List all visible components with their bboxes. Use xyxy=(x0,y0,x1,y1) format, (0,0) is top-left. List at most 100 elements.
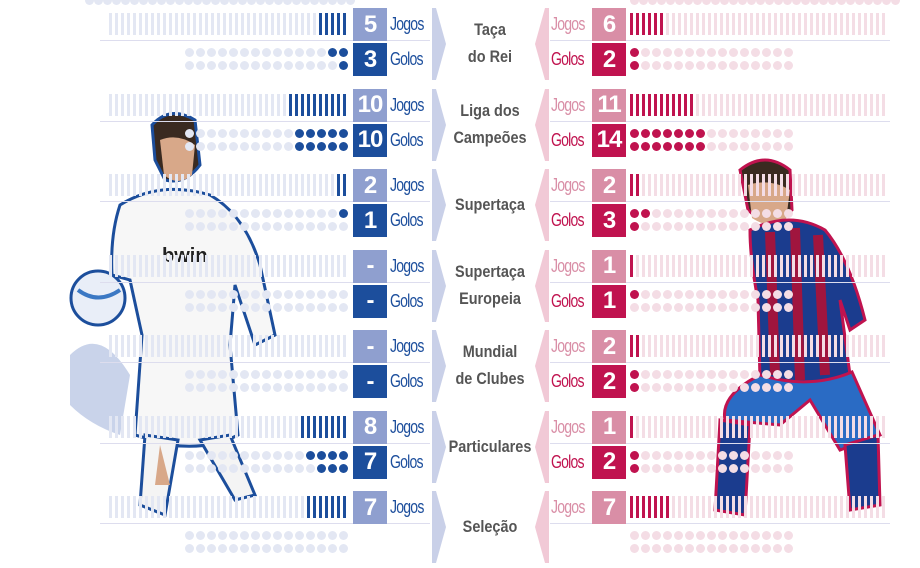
golos-dot xyxy=(251,141,260,151)
golos-dot xyxy=(641,370,650,379)
golos-dot xyxy=(762,302,771,312)
jogos-label: Jogos xyxy=(551,336,585,356)
jogos-tick xyxy=(702,254,705,277)
left-arrow-icon xyxy=(535,330,549,402)
jogos-tick xyxy=(205,93,208,116)
golos-dot xyxy=(251,209,260,218)
golos-dot xyxy=(685,48,694,57)
jogos-tick xyxy=(858,335,861,357)
jogos-tick xyxy=(738,415,741,438)
jogos-tick xyxy=(331,415,334,438)
jogos-tick xyxy=(289,13,292,35)
jogos-tick xyxy=(205,13,208,35)
jogos-tick xyxy=(277,335,280,357)
jogos-tick xyxy=(762,174,765,196)
golos-dot xyxy=(784,370,793,379)
golos-dot xyxy=(240,370,249,379)
golos-dot xyxy=(729,544,738,553)
golos-dot xyxy=(284,544,293,553)
competition-label-line: Europeia xyxy=(459,288,521,308)
dot xyxy=(747,0,756,5)
golos-dot xyxy=(773,128,782,138)
left-arrow-icon xyxy=(535,491,549,563)
jogos-tick xyxy=(738,13,741,35)
left-golos-value: 1 xyxy=(353,204,387,237)
golos-dot xyxy=(740,544,749,553)
jogos-tick xyxy=(720,415,723,438)
golos-dot xyxy=(663,463,672,473)
jogos-tick xyxy=(151,174,154,196)
golos-dot xyxy=(641,141,650,151)
jogos-tick xyxy=(295,174,298,196)
golos-dot xyxy=(652,544,661,553)
jogos-tick xyxy=(648,254,651,277)
jogos-tick xyxy=(229,13,232,35)
right-golos-value: 3 xyxy=(592,204,626,237)
golos-dot xyxy=(262,128,271,138)
golos-dot xyxy=(718,289,727,299)
golos-dot xyxy=(328,209,337,218)
golos-dot xyxy=(685,531,694,540)
jogos-tick xyxy=(193,13,196,35)
golos-dot xyxy=(240,302,249,312)
jogos-tick xyxy=(151,93,154,116)
jogos-tick xyxy=(834,93,837,116)
dot xyxy=(855,0,864,5)
dot xyxy=(256,0,265,5)
jogos-tick xyxy=(696,335,699,357)
golos-dot xyxy=(185,289,194,299)
golos-dot xyxy=(707,61,716,70)
jogos-tick xyxy=(732,335,735,357)
jogos-tick xyxy=(193,254,196,277)
competition-label-line: Liga dos xyxy=(460,100,520,120)
golos-dot xyxy=(740,450,749,460)
dot xyxy=(157,0,166,5)
jogos-tick xyxy=(313,496,316,518)
golos-dot xyxy=(317,289,326,299)
golos-dot xyxy=(196,128,205,138)
jogos-tick xyxy=(133,13,136,35)
jogos-tick xyxy=(157,496,160,518)
golos-dot xyxy=(685,128,694,138)
golos-dot xyxy=(240,222,249,231)
jogos-tick xyxy=(666,13,669,35)
golos-dot xyxy=(718,141,727,151)
jogos-tick xyxy=(337,415,340,438)
jogos-tick xyxy=(876,415,879,438)
golos-label: Golos xyxy=(551,290,585,311)
golos-dot xyxy=(751,450,760,460)
golos-dot xyxy=(685,463,694,473)
jogos-tick xyxy=(223,335,226,357)
messi-photo xyxy=(713,158,883,517)
jogos-tick xyxy=(846,335,849,357)
golos-dot xyxy=(306,222,315,231)
golos-dot xyxy=(685,370,694,379)
jogos-tick xyxy=(756,254,759,277)
jogos-tick xyxy=(313,13,316,35)
golos-dot xyxy=(218,61,227,70)
dot xyxy=(148,0,157,5)
jogos-tick xyxy=(187,496,190,518)
jogos-tick xyxy=(133,254,136,277)
golos-dot xyxy=(784,61,793,70)
jogos-tick xyxy=(343,254,346,277)
jogos-tick xyxy=(217,174,220,196)
golos-dot xyxy=(262,302,271,312)
jogos-tick xyxy=(648,174,651,196)
golos-dot xyxy=(707,48,716,57)
dot xyxy=(891,0,900,5)
jogos-tick xyxy=(702,13,705,35)
divider xyxy=(100,281,430,283)
golos-dot xyxy=(652,141,661,151)
golos-dot xyxy=(295,544,304,553)
jogos-tick xyxy=(648,13,651,35)
golos-dot xyxy=(674,463,683,473)
golos-dot xyxy=(729,128,738,138)
jogos-tick xyxy=(193,335,196,357)
jogos-tick xyxy=(271,174,274,196)
jogos-tick xyxy=(630,335,633,357)
jogos-tick xyxy=(235,335,238,357)
jogos-tick xyxy=(744,254,747,277)
golos-dot xyxy=(229,61,238,70)
jogos-tick xyxy=(810,93,813,116)
